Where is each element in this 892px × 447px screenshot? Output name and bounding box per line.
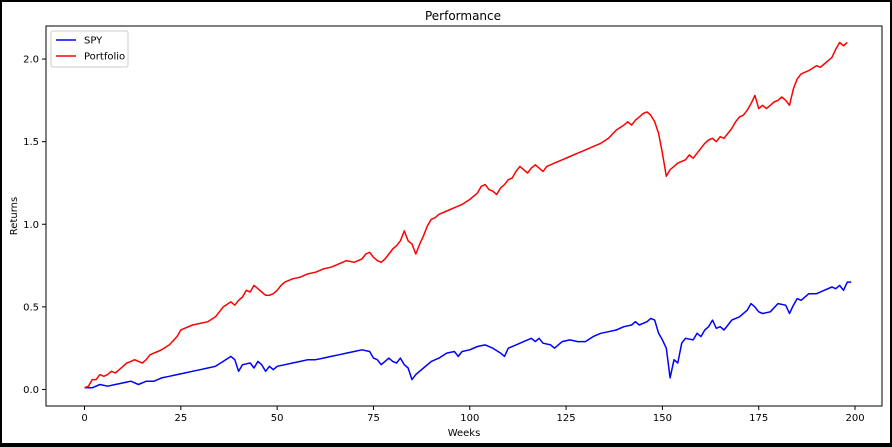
y-axis-label: Returns — [9, 197, 20, 235]
series-line-spy — [84, 281, 852, 389]
y-tick-label: 2.0 — [23, 55, 39, 66]
x-tick-label: 125 — [557, 413, 576, 424]
legend: SPY Portfolio — [50, 30, 129, 68]
x-axis-label: Weeks — [448, 428, 481, 439]
x-tick-label: 50 — [271, 413, 284, 424]
y-tick-label: 0.5 — [23, 302, 39, 313]
x-tick-label: 25 — [174, 413, 187, 424]
y-axis: 0.0 0.5 1.0 1.5 2.0 — [23, 55, 46, 396]
x-tick-label: 100 — [460, 413, 479, 424]
x-tick-label: 150 — [653, 413, 672, 424]
legend-label-spy: SPY — [84, 36, 103, 47]
legend-label-portfolio: Portfolio — [84, 52, 125, 63]
y-tick-label: 1.0 — [23, 220, 39, 231]
y-tick-label: 0.0 — [23, 385, 39, 396]
chart-title: Performance — [425, 9, 501, 23]
x-axis: 0 25 50 75 100 125 150 175 200 — [81, 406, 865, 424]
series-line-portfolio — [84, 41, 848, 389]
x-tick-label: 200 — [845, 413, 864, 424]
y-tick-label: 1.5 — [23, 137, 39, 148]
x-tick-label: 0 — [81, 413, 87, 424]
x-tick-label: 175 — [749, 413, 768, 424]
series-layer — [84, 41, 852, 389]
plot-area-frame — [45, 25, 883, 407]
x-tick-label: 75 — [367, 413, 380, 424]
